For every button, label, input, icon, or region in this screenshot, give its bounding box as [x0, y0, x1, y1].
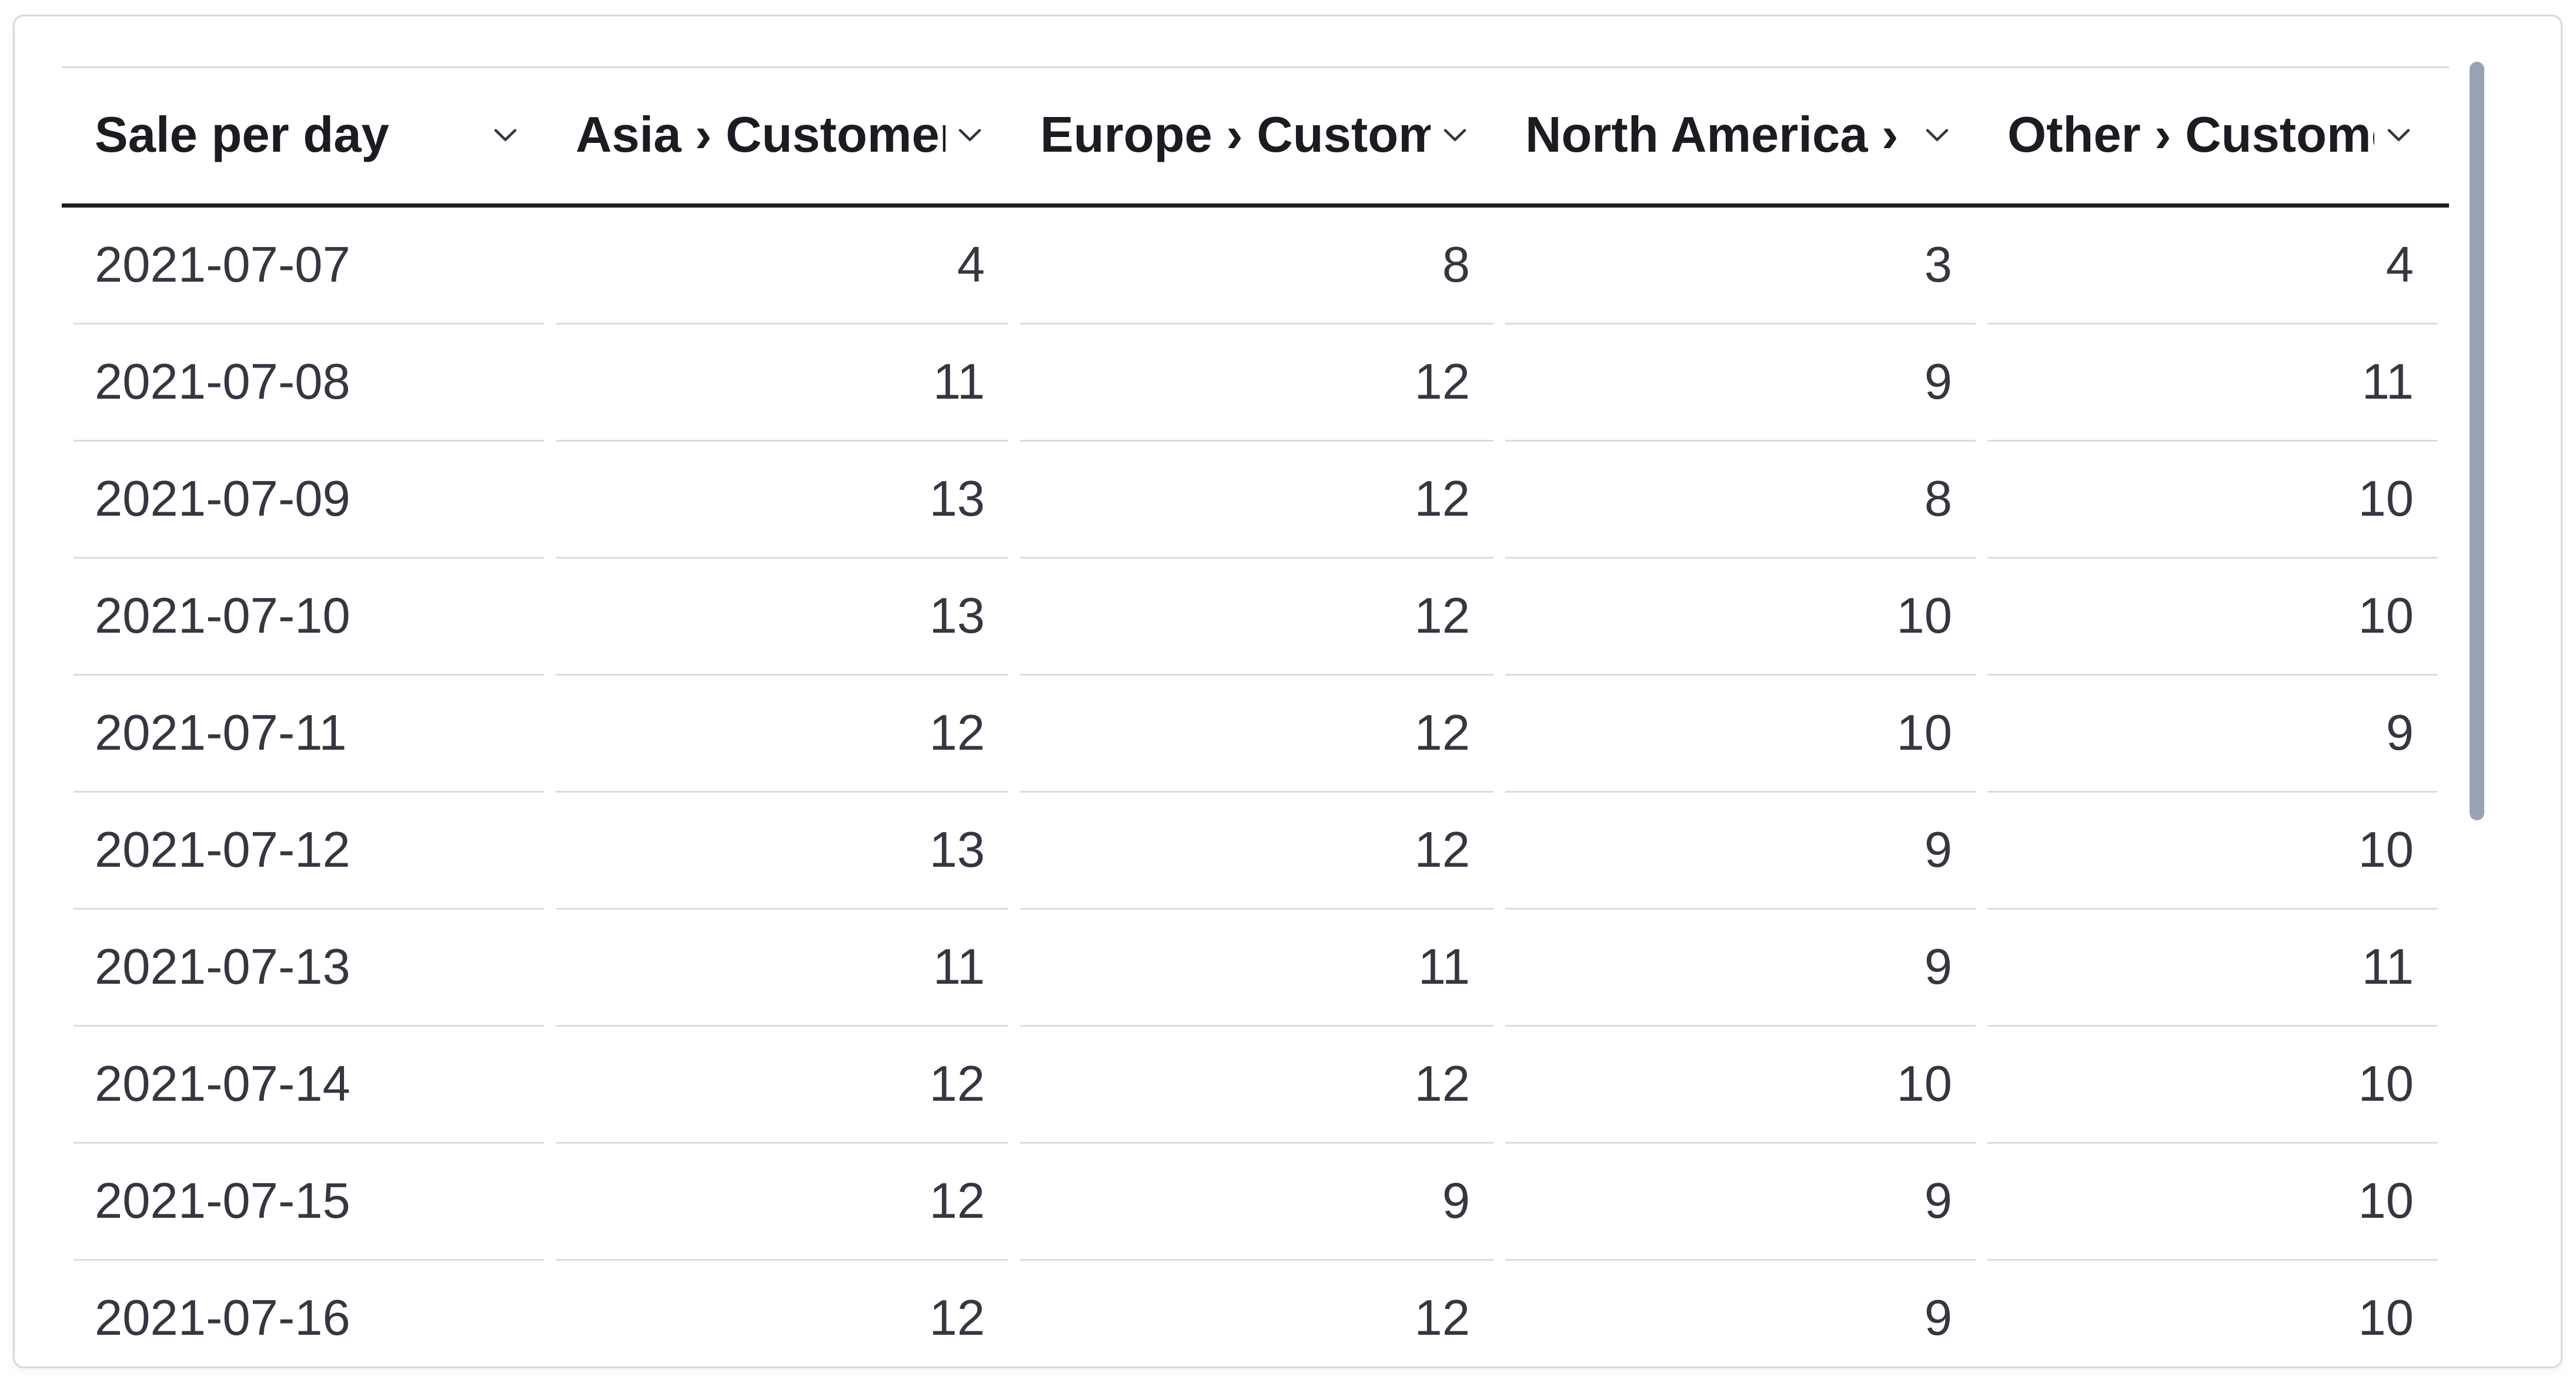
date-cell[interactable]: 2021-07-14 [73, 1027, 544, 1144]
value-cell[interactable]: 9 [1505, 325, 1976, 442]
value-cell[interactable]: 9 [1987, 676, 2437, 793]
value-cell[interactable]: 12 [556, 1027, 1008, 1144]
value-cell[interactable]: 12 [1020, 793, 1494, 910]
value-cell[interactable]: 12 [556, 1144, 1008, 1261]
table-row: 2021-07-10 13 12 10 10 [73, 559, 2437, 676]
value-cell[interactable]: 10 [1987, 559, 2437, 676]
value-cell[interactable]: 10 [1987, 793, 2437, 910]
column-header-label: Sale per day [95, 106, 389, 163]
value-cell[interactable]: 12 [1020, 325, 1494, 442]
chevron-down-icon[interactable] [1921, 119, 1953, 151]
value-cell[interactable]: 10 [1505, 1027, 1976, 1144]
table-header: Sale per day Asia › Customers [73, 66, 2437, 208]
chevron-down-icon[interactable] [954, 119, 986, 151]
date-cell[interactable]: 2021-07-16 [73, 1261, 544, 1367]
value-cell[interactable]: 9 [1505, 793, 1976, 910]
header-row: Sale per day Asia › Customers [73, 66, 2437, 208]
value-cell[interactable]: 10 [1987, 1027, 2437, 1144]
date-cell[interactable]: 2021-07-15 [73, 1144, 544, 1261]
table-row: 2021-07-11 12 12 10 9 [73, 676, 2437, 793]
chevron-down-icon[interactable] [489, 119, 522, 151]
column-header-label: Other › Customers [2007, 106, 2374, 163]
value-cell[interactable]: 12 [1020, 559, 1494, 676]
value-cell[interactable]: 10 [1987, 1261, 2437, 1367]
column-header-sale-per-day[interactable]: Sale per day [73, 66, 544, 208]
date-cell[interactable]: 2021-07-12 [73, 793, 544, 910]
value-cell[interactable]: 9 [1505, 1261, 1976, 1367]
value-cell[interactable]: 11 [1987, 325, 2437, 442]
value-cell[interactable]: 12 [556, 1261, 1008, 1367]
value-cell[interactable]: 12 [1020, 676, 1494, 793]
value-cell[interactable]: 11 [1987, 910, 2437, 1027]
value-cell[interactable]: 9 [1505, 910, 1976, 1027]
column-header-label: Europe › Customers [1040, 106, 1431, 163]
header-bottom-rule [62, 203, 2449, 208]
value-cell[interactable]: 8 [1505, 442, 1976, 559]
date-cell[interactable]: 2021-07-13 [73, 910, 544, 1027]
column-header-other-customers[interactable]: Other › Customers [1987, 66, 2437, 208]
value-cell[interactable]: 11 [1020, 910, 1494, 1027]
value-cell[interactable]: 9 [1020, 1144, 1494, 1261]
value-cell[interactable]: 8 [1020, 208, 1494, 325]
date-cell[interactable]: 2021-07-09 [73, 442, 544, 559]
value-cell[interactable]: 12 [1020, 442, 1494, 559]
chevron-down-icon[interactable] [2383, 119, 2415, 151]
value-cell[interactable]: 4 [556, 208, 1008, 325]
value-cell[interactable]: 13 [556, 442, 1008, 559]
chevron-down-icon[interactable] [1439, 119, 1471, 151]
table-row: 2021-07-12 13 12 9 10 [73, 793, 2437, 910]
value-cell[interactable]: 10 [1505, 559, 1976, 676]
value-cell[interactable]: 3 [1505, 208, 1976, 325]
grid-top-border [62, 66, 2449, 68]
column-header-label: Asia › Customers [576, 106, 945, 163]
table-row: 2021-07-13 11 11 9 11 [73, 910, 2437, 1027]
value-cell[interactable]: 9 [1505, 1144, 1976, 1261]
date-cell[interactable]: 2021-07-07 [73, 208, 544, 325]
date-cell[interactable]: 2021-07-10 [73, 559, 544, 676]
value-cell[interactable]: 13 [556, 793, 1008, 910]
column-header-north-america-customers[interactable]: North America › Customers [1505, 66, 1976, 208]
value-cell[interactable]: 12 [1020, 1261, 1494, 1367]
table-row: 2021-07-08 11 12 9 11 [73, 325, 2437, 442]
date-cell[interactable]: 2021-07-08 [73, 325, 544, 442]
value-cell[interactable]: 11 [556, 325, 1008, 442]
table-row: 2021-07-09 13 12 8 10 [73, 442, 2437, 559]
table-row: 2021-07-07 4 8 3 4 [73, 208, 2437, 325]
table-row: 2021-07-16 12 12 9 10 [73, 1261, 2437, 1367]
value-cell[interactable]: 4 [1987, 208, 2437, 325]
value-cell[interactable]: 12 [556, 676, 1008, 793]
data-grid: Sale per day Asia › Customers [62, 66, 2449, 1367]
table-row: 2021-07-14 12 12 10 10 [73, 1027, 2437, 1144]
table-row: 2021-07-15 12 9 9 10 [73, 1144, 2437, 1261]
value-cell[interactable]: 11 [556, 910, 1008, 1027]
value-cell[interactable]: 13 [556, 559, 1008, 676]
column-header-europe-customers[interactable]: Europe › Customers [1020, 66, 1494, 208]
value-cell[interactable]: 10 [1505, 676, 1976, 793]
table-body: 2021-07-07 4 8 3 4 2021-07-08 11 12 9 11… [73, 208, 2437, 1367]
data-table: Sale per day Asia › Customers [62, 66, 2449, 1367]
column-header-label: North America › Customers [1525, 106, 1913, 163]
value-cell[interactable]: 12 [1020, 1027, 1494, 1144]
value-cell[interactable]: 10 [1987, 442, 2437, 559]
table-panel: Sale per day Asia › Customers [13, 15, 2562, 1368]
column-header-asia-customers[interactable]: Asia › Customers [556, 66, 1008, 208]
value-cell[interactable]: 10 [1987, 1144, 2437, 1261]
vertical-scrollbar-thumb[interactable] [2470, 62, 2484, 820]
date-cell[interactable]: 2021-07-11 [73, 676, 544, 793]
